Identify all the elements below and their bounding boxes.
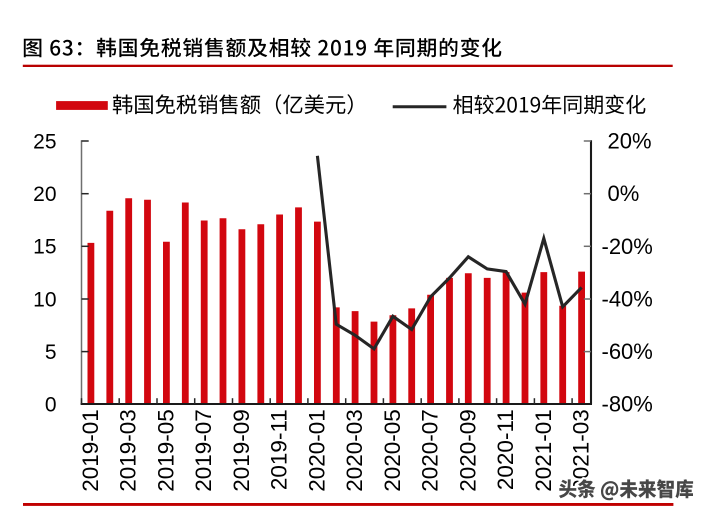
svg-text:-40%: -40% (602, 287, 653, 312)
svg-text:2019-11: 2019-11 (267, 409, 292, 490)
svg-text:10: 10 (33, 288, 56, 311)
svg-text:2020-07: 2020-07 (418, 409, 443, 492)
svg-text:15: 15 (33, 236, 56, 259)
svg-text:2020-01: 2020-01 (304, 409, 329, 492)
svg-text:0%: 0% (608, 181, 640, 206)
svg-text:20: 20 (33, 183, 56, 206)
svg-text:2019-09: 2019-09 (229, 409, 254, 492)
svg-text:2020-09: 2020-09 (455, 409, 480, 492)
svg-text:-80%: -80% (602, 392, 653, 417)
svg-text:2019-07: 2019-07 (191, 409, 216, 492)
svg-text:5: 5 (45, 341, 57, 364)
svg-text:20%: 20% (608, 129, 652, 154)
svg-text:2021-01: 2021-01 (531, 409, 556, 492)
svg-text:2019-01: 2019-01 (78, 409, 103, 492)
svg-text:2020-03: 2020-03 (342, 409, 367, 492)
svg-text:2020-11: 2020-11 (493, 409, 518, 490)
svg-text:2019-03: 2019-03 (116, 409, 141, 492)
svg-text:-20%: -20% (602, 234, 653, 259)
svg-text:2021-03: 2021-03 (569, 409, 594, 492)
svg-text:0: 0 (45, 393, 57, 416)
svg-text:-60%: -60% (602, 339, 653, 364)
svg-text:2019-05: 2019-05 (153, 409, 178, 492)
svg-text:25: 25 (33, 130, 56, 153)
svg-text:2020-05: 2020-05 (380, 409, 405, 492)
